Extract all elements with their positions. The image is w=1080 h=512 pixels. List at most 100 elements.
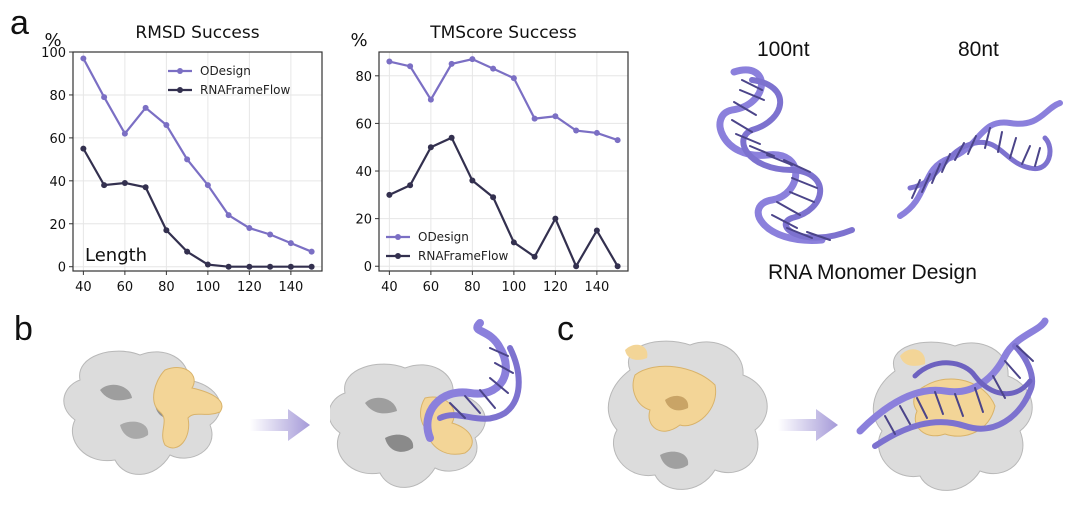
legend-marker — [177, 68, 183, 74]
x-tick-label: 40 — [381, 280, 398, 295]
chart-title: RMSD Success — [135, 23, 259, 43]
x-tick-label: 100 — [195, 280, 220, 295]
data-point-rnaframeflow — [246, 263, 253, 270]
x-tick-label: 120 — [543, 280, 568, 295]
data-point-rnaframeflow — [593, 227, 600, 234]
plot-frame — [378, 51, 629, 272]
series-line-odesign — [82, 57, 313, 253]
panel-a-label: a — [10, 4, 29, 42]
legend-marker — [177, 87, 183, 93]
data-point-odesign — [80, 55, 87, 62]
data-point-odesign — [448, 60, 455, 67]
y-tick-label: 60 — [49, 132, 66, 147]
chart-annotation: Length — [85, 245, 147, 266]
panel-c-arrow — [778, 409, 838, 441]
data-point-odesign — [510, 75, 517, 82]
data-point-rnaframeflow — [552, 215, 559, 222]
y-tick-label: 20 — [49, 218, 66, 233]
data-point-odesign — [407, 63, 414, 70]
y-tick-label: 20 — [355, 213, 372, 228]
series-line-rnaframeflow — [82, 148, 312, 268]
y-tick-label: 40 — [49, 175, 66, 190]
data-point-rnaframeflow — [80, 145, 87, 152]
data-point-odesign — [184, 156, 191, 163]
y-axis-label: % — [44, 30, 61, 51]
data-point-odesign — [427, 96, 434, 103]
panel-c-protein-before — [607, 340, 768, 490]
label-80nt: 80nt — [958, 38, 999, 61]
data-point-rnaframeflow — [308, 263, 315, 270]
panel-b-protein-before — [63, 350, 223, 475]
data-point-rnaframeflow — [267, 263, 274, 270]
data-point-rnaframeflow — [573, 263, 580, 270]
data-point-rnaframeflow — [448, 134, 455, 141]
legend-entry: RNAFrameFlow — [200, 83, 290, 97]
data-point-odesign — [573, 127, 580, 134]
legend-entry: RNAFrameFlow — [418, 249, 508, 263]
data-point-rnaframeflow — [142, 184, 149, 191]
data-point-odesign — [267, 231, 274, 238]
data-point-rnaframeflow — [469, 177, 476, 184]
data-point-odesign — [308, 248, 315, 255]
data-point-rnaframeflow — [614, 263, 621, 270]
data-point-rnaframeflow — [225, 263, 232, 270]
plot-frame — [72, 51, 323, 272]
data-point-rnaframeflow — [204, 261, 211, 268]
data-point-odesign — [614, 137, 621, 144]
data-point-odesign — [163, 122, 170, 128]
data-point-rnaframeflow — [386, 191, 393, 198]
y-tick-label: 100 — [41, 46, 66, 61]
y-tick-label: 0 — [364, 260, 372, 275]
data-point-odesign — [386, 58, 393, 65]
x-tick-label: 140 — [584, 280, 609, 295]
rna-80nt-structure — [897, 100, 1063, 219]
panel-b-label: b — [14, 310, 33, 348]
data-point-rnaframeflow — [184, 248, 191, 255]
y-tick-label: 80 — [49, 89, 66, 104]
y-tick-label: 80 — [355, 70, 372, 85]
y-tick-label: 60 — [355, 117, 372, 132]
panel-b-arrow — [250, 409, 310, 441]
data-point-odesign — [121, 130, 128, 137]
rna-monomer-design-caption: RNA Monomer Design — [768, 261, 977, 284]
y-axis-label: % — [350, 30, 367, 51]
data-point-rnaframeflow — [407, 182, 414, 189]
x-tick-label: 80 — [158, 280, 175, 295]
data-point-rnaframeflow — [510, 239, 517, 246]
data-point-rnaframeflow — [531, 253, 538, 260]
data-point-odesign — [225, 212, 232, 219]
data-point-odesign — [552, 113, 559, 120]
data-point-rnaframeflow — [427, 144, 434, 151]
rmsd-success-chart: RMSD Success% 0 20 40 60 80 100 40 60 80 100 120 140… — [41, 23, 323, 295]
panel-c-label: c — [557, 310, 574, 348]
data-point-rnaframeflow — [101, 182, 108, 189]
y-tick-label: 0 — [58, 261, 66, 276]
data-point-odesign — [531, 115, 538, 122]
series-line-rnaframeflow — [388, 136, 619, 269]
chart-title: TMScore Success — [429, 23, 577, 43]
data-point-odesign — [246, 225, 253, 232]
legend-entry: ODesign — [418, 230, 469, 244]
x-tick-label: 60 — [117, 280, 134, 295]
data-point-rnaframeflow — [121, 179, 128, 186]
legend-marker — [395, 234, 401, 240]
y-tick-label: 40 — [355, 165, 372, 180]
panel-b-protein-rna-complex — [330, 319, 522, 488]
panel-c-protein-rna-complex — [856, 317, 1049, 491]
data-point-odesign — [204, 182, 211, 189]
data-point-odesign — [101, 94, 108, 101]
tmscore-success-chart: TMScore Success% 0 20 40 60 80 40 60 80 100 120 140… — [350, 23, 629, 295]
data-point-odesign — [469, 56, 476, 63]
data-point-odesign — [593, 129, 600, 136]
legend-marker — [395, 253, 401, 259]
series-line-odesign — [389, 57, 618, 142]
label-100nt: 100nt — [757, 38, 810, 61]
rna-100nt-structure — [716, 66, 855, 244]
x-tick-label: 100 — [501, 280, 526, 295]
x-tick-label: 120 — [237, 280, 262, 295]
x-tick-label: 80 — [464, 280, 481, 295]
data-point-rnaframeflow — [163, 227, 170, 234]
legend-entry: ODesign — [200, 64, 251, 78]
data-point-rnaframeflow — [287, 263, 294, 270]
x-tick-label: 140 — [278, 280, 303, 295]
